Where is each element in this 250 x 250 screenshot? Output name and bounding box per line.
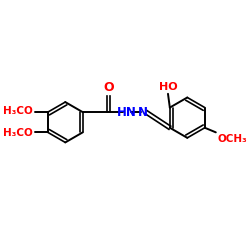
Text: OCH₃: OCH₃	[218, 134, 248, 144]
Text: N: N	[138, 106, 148, 119]
Text: HO: HO	[159, 82, 177, 92]
Text: H₃CO: H₃CO	[3, 106, 33, 116]
Text: HN: HN	[117, 106, 137, 119]
Text: H₃CO: H₃CO	[3, 128, 33, 138]
Text: O: O	[103, 81, 114, 94]
